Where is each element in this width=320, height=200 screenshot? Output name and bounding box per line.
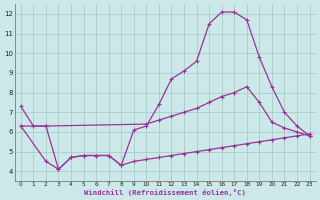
X-axis label: Windchill (Refroidissement éolien,°C): Windchill (Refroidissement éolien,°C) <box>84 189 246 196</box>
